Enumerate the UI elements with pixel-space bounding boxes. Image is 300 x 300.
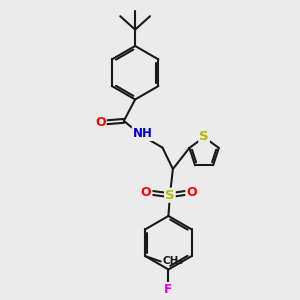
Text: O: O: [141, 186, 152, 199]
Text: F: F: [164, 283, 173, 296]
Text: CH₃: CH₃: [162, 256, 183, 266]
Text: NH: NH: [133, 127, 152, 140]
Text: S: S: [199, 130, 209, 143]
Text: S: S: [165, 189, 175, 202]
Text: O: O: [186, 186, 197, 199]
Text: O: O: [95, 116, 106, 129]
